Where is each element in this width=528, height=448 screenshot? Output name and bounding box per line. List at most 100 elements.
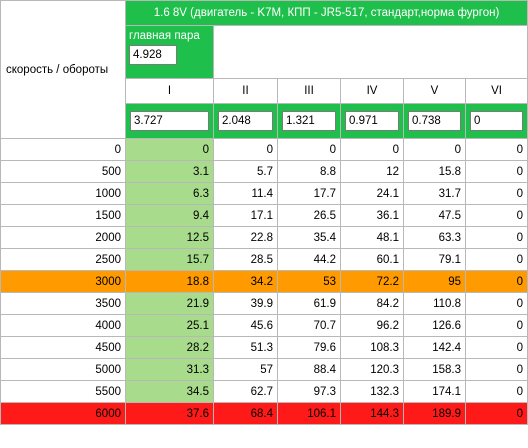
gear-ratio-cell-1 xyxy=(125,103,214,139)
gear-label: III xyxy=(304,85,314,97)
gear-ratio-input-4[interactable] xyxy=(345,111,399,131)
speed-cell-gear-5: 189.9 xyxy=(403,402,466,425)
gear-ratio-cell-3 xyxy=(277,103,341,139)
speed-cell-gear-2: 57 xyxy=(213,358,278,381)
rpm-cell: 5000 xyxy=(0,358,126,381)
gear-speed-table: скорость / обороты 1.6 8V (двигатель - K… xyxy=(0,0,528,425)
speed-cell-gear-3: 97.3 xyxy=(277,380,341,403)
gear-header-5: V xyxy=(403,78,466,104)
speed-cell-gear-6: 0 xyxy=(464,138,528,161)
speed-cell-gear-2: 11.4 xyxy=(213,182,278,205)
speed-cell-gear-3: 106.1 xyxy=(277,402,341,425)
gear-ratio-input-5[interactable] xyxy=(408,111,461,131)
speed-cell-gear-6: 0 xyxy=(464,182,528,205)
table-row: 4500 28.2 51.3 79.6 108.3 142.4 0 xyxy=(0,336,528,359)
main-pair-label: главная пара xyxy=(129,30,200,42)
speed-cell-gear-4: 36.1 xyxy=(340,204,404,227)
rpm-cell: 0 xyxy=(0,138,126,161)
speed-cell-gear-2: 45.6 xyxy=(213,314,278,337)
speed-cell-gear-1: 15.7 xyxy=(125,248,214,271)
speed-cell-gear-2: 5.7 xyxy=(213,160,278,183)
speed-cell-gear-6: 0 xyxy=(464,358,528,381)
speed-cell-gear-2: 34.2 xyxy=(213,270,278,293)
gear-header-3: III xyxy=(277,78,341,104)
rpm-cell: 4000 xyxy=(0,314,126,337)
speed-cell-gear-4: 120.3 xyxy=(340,358,404,381)
rpm-cell: 3500 xyxy=(0,292,126,315)
speed-cell-gear-3: 53 xyxy=(277,270,341,293)
speed-cell-gear-5: 31.7 xyxy=(403,182,466,205)
speed-cell-gear-3: 35.4 xyxy=(277,226,341,249)
gear-label: VI xyxy=(491,85,502,97)
table-row: 3500 21.9 39.9 61.9 84.2 110.8 0 xyxy=(0,292,528,315)
speed-cell-gear-3: 26.5 xyxy=(277,204,341,227)
gear-header-1: I xyxy=(125,78,214,104)
speed-cell-gear-4: 96.2 xyxy=(340,314,404,337)
speed-rpm-label: скорость / обороты xyxy=(6,63,109,76)
speed-cell-gear-3: 44.2 xyxy=(277,248,341,271)
speed-cell-gear-1: 12.5 xyxy=(125,226,214,249)
main-pair-cell: главная пара xyxy=(125,25,214,79)
speed-cell-gear-5: 142.4 xyxy=(403,336,466,359)
table-row: 3000 18.8 34.2 53 72.2 95 0 xyxy=(0,270,528,293)
speed-cell-gear-4: 132.3 xyxy=(340,380,404,403)
speed-cell-gear-4: 60.1 xyxy=(340,248,404,271)
speed-cell-gear-4: 84.2 xyxy=(340,292,404,315)
speed-cell-gear-5: 158.3 xyxy=(403,358,466,381)
main-pair-input[interactable] xyxy=(129,45,177,65)
speed-cell-gear-5: 174.1 xyxy=(403,380,466,403)
gear-ratio-input-6[interactable] xyxy=(470,111,524,131)
rpm-cell: 2000 xyxy=(0,226,126,249)
speed-cell-gear-3: 61.9 xyxy=(277,292,341,315)
speed-cell-gear-5: 47.5 xyxy=(403,204,466,227)
speed-cell-gear-5: 0 xyxy=(403,138,466,161)
rpm-cell: 3000 xyxy=(0,270,126,293)
speed-cell-gear-2: 0 xyxy=(213,138,278,161)
gear-ratio-input-2[interactable] xyxy=(218,111,273,131)
speed-cell-gear-1: 37.6 xyxy=(125,402,214,425)
speed-cell-gear-1: 25.1 xyxy=(125,314,214,337)
rpm-cell: 1000 xyxy=(0,182,126,205)
rpm-cell: 1500 xyxy=(0,204,126,227)
rpm-cell: 5500 xyxy=(0,380,126,403)
header-blank-area xyxy=(212,25,528,79)
gear-ratio-cell-5 xyxy=(403,103,466,139)
speed-cell-gear-3: 8.8 xyxy=(277,160,341,183)
speed-cell-gear-2: 22.8 xyxy=(213,226,278,249)
gear-ratio-input-1[interactable] xyxy=(130,111,209,131)
gear-ratio-input-3[interactable] xyxy=(282,111,336,131)
speed-cell-gear-1: 0 xyxy=(125,138,214,161)
table-row: 2500 15.7 28.5 44.2 60.1 79.1 0 xyxy=(0,248,528,271)
speed-cell-gear-2: 28.5 xyxy=(213,248,278,271)
speed-cell-gear-1: 21.9 xyxy=(125,292,214,315)
speed-cell-gear-2: 62.7 xyxy=(213,380,278,403)
table-title: 1.6 8V (двигатель - K7M, КПП - JR5-517, … xyxy=(124,0,528,26)
speed-cell-gear-4: 12 xyxy=(340,160,404,183)
speed-cell-gear-5: 126.6 xyxy=(403,314,466,337)
speed-cell-gear-4: 108.3 xyxy=(340,336,404,359)
speed-cell-gear-1: 34.5 xyxy=(125,380,214,403)
speed-cell-gear-6: 0 xyxy=(464,204,528,227)
gear-ratio-cell-4 xyxy=(340,103,404,139)
speed-cell-gear-6: 0 xyxy=(464,226,528,249)
rpm-cell: 500 xyxy=(0,160,126,183)
speed-cell-gear-2: 68.4 xyxy=(213,402,278,425)
speed-cell-gear-6: 0 xyxy=(464,270,528,293)
speed-cell-gear-4: 72.2 xyxy=(340,270,404,293)
table-row: 5500 34.5 62.7 97.3 132.3 174.1 0 xyxy=(0,380,528,403)
gear-header-6: VI xyxy=(464,78,528,104)
speed-cell-gear-3: 0 xyxy=(277,138,341,161)
gear-label: IV xyxy=(366,85,378,97)
speed-cell-gear-1: 9.4 xyxy=(125,204,214,227)
speed-cell-gear-6: 0 xyxy=(464,160,528,183)
gear-ratio-cell-2 xyxy=(213,103,278,139)
speed-cell-gear-1: 31.3 xyxy=(125,358,214,381)
table-row: 2000 12.5 22.8 35.4 48.1 63.3 0 xyxy=(0,226,528,249)
speed-cell-gear-2: 51.3 xyxy=(213,336,278,359)
gear-header-4: IV xyxy=(340,78,404,104)
speed-cell-gear-5: 63.3 xyxy=(403,226,466,249)
table-row: 500 3.1 5.7 8.8 12 15.8 0 xyxy=(0,160,528,183)
speed-cell-gear-4: 24.1 xyxy=(340,182,404,205)
speed-cell-gear-6: 0 xyxy=(464,292,528,315)
